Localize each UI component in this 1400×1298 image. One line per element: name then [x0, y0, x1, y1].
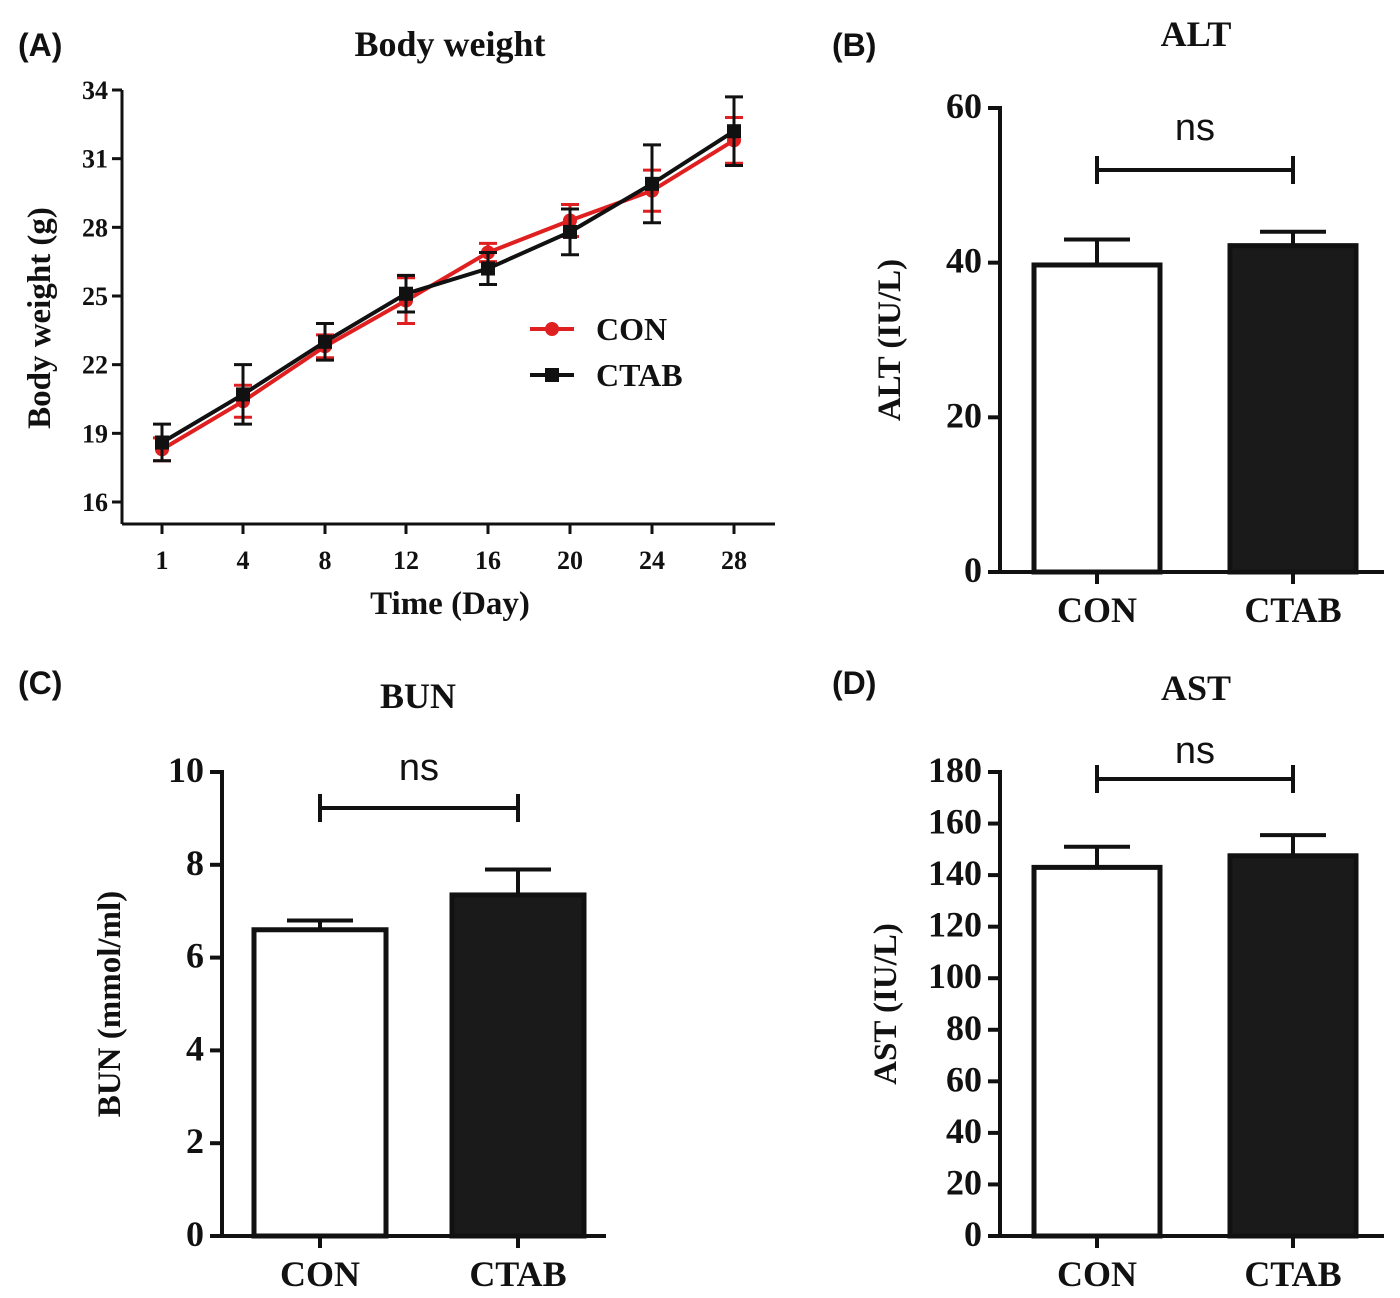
- panel-b-significance-label: ns: [1175, 107, 1215, 149]
- panel-b-x-tick-label: CON: [1057, 590, 1137, 630]
- panel-c-y-tick-label: 6: [186, 936, 204, 976]
- panel-b-y-tick-label: 0: [964, 550, 982, 590]
- panel-b-alt: (B) ALT ALT (IU/L) 0 20 40 60 CON CTAB ns: [832, 14, 1384, 630]
- panel-a-x-tick-label: 1: [156, 546, 169, 575]
- panel-a-title: Body weight: [354, 24, 545, 64]
- series-ctab-point: [645, 176, 659, 191]
- panel-d-label: (D): [832, 665, 876, 701]
- panel-c-y-tick-label: 8: [186, 843, 204, 883]
- panel-c-y-tick-label: 2: [186, 1121, 204, 1161]
- series-ctab-point: [727, 124, 741, 139]
- panel-b-label: (B): [832, 27, 876, 63]
- panel-d-y-tick-label: 160: [928, 802, 982, 842]
- panel-b-bar-con: [1031, 262, 1163, 575]
- panel-a-x-tick-label: 16: [475, 546, 501, 575]
- panel-c-x-tick-label: CON: [280, 1254, 360, 1294]
- panel-b-y-tick-label: 40: [946, 241, 982, 281]
- panel-a-y-tick-label: 19: [82, 419, 108, 448]
- panel-d-y-tick-label: 20: [946, 1162, 982, 1202]
- panel-d-x-tick-label: CON: [1057, 1254, 1137, 1294]
- panel-d-ast: (D) AST AST (IU/L) 0 20 40 60 80 100 120 140 160…: [832, 665, 1384, 1294]
- panel-b-y-tick-label: 20: [946, 395, 982, 435]
- panel-d-significance-label: ns: [1175, 730, 1215, 772]
- panel-d-y-tick-label: 40: [946, 1111, 982, 1151]
- series-ctab-point: [318, 334, 332, 349]
- panel-c-y-tick-label: 10: [168, 750, 204, 790]
- series-ctab-point: [399, 286, 413, 301]
- panel-a-legend: CON CTAB: [530, 311, 683, 393]
- series-ctab-line: [160, 129, 736, 445]
- panel-d-y-tick-label: 0: [964, 1214, 982, 1254]
- panel-b-x-tick-label: CTAB: [1244, 590, 1341, 630]
- panel-c-x-tick-label: CTAB: [469, 1254, 566, 1294]
- panel-c-bar-con: [251, 927, 389, 1239]
- panel-a-y-tick-label: 22: [82, 351, 108, 380]
- panel-d-bar-con: [1031, 864, 1163, 1239]
- panel-a-x-tick-label: 20: [557, 546, 583, 575]
- panel-a-x-tick-label: 12: [393, 546, 419, 575]
- panel-c-significance-label: ns: [399, 747, 439, 789]
- panel-a-x-tick-label: 4: [237, 546, 250, 575]
- panel-a-y-tick-label: 31: [82, 145, 108, 174]
- panel-d-y-tick-label: 100: [928, 956, 982, 996]
- series-ctab-point: [236, 387, 250, 402]
- panel-d-y-tick-label: 120: [928, 905, 982, 945]
- panel-d-title: AST: [1161, 668, 1231, 708]
- panel-d-x-tick-label: CTAB: [1244, 1254, 1341, 1294]
- panel-a-y-tick-label: 28: [82, 213, 108, 242]
- legend-ctab-marker: [545, 368, 559, 382]
- series-ctab-point: [155, 435, 169, 450]
- panel-b-bar-ctab: [1227, 243, 1359, 575]
- panel-d-bar-ctab: [1227, 853, 1359, 1239]
- panel-a-y-tick-label: 25: [82, 282, 108, 311]
- panel-b-title: ALT: [1161, 14, 1232, 54]
- panel-c-label: (C): [18, 665, 62, 701]
- panel-d-y-tick-label: 180: [928, 750, 982, 790]
- panel-c-y-tick-label: 4: [186, 1028, 204, 1068]
- panel-c-bun: (C) BUN BUN (mmol/ml) 0 2 4 6 8 10 CON CTAB ns: [18, 665, 606, 1294]
- panel-c-bar-ctab: [449, 892, 587, 1239]
- series-con-line: [160, 138, 736, 452]
- panel-a-x-tick-label: 8: [319, 546, 332, 575]
- panel-a-y-axis-label: Body weight (g): [22, 207, 58, 429]
- panel-d-y-axis-label: AST (IU/L): [868, 923, 904, 1085]
- panel-c-y-tick-label: 0: [186, 1214, 204, 1254]
- panel-a-x-axis-label: Time (Day): [370, 586, 530, 622]
- panel-b-y-axis-label: ALT (IU/L): [872, 259, 908, 421]
- series-ctab-point: [481, 261, 495, 276]
- legend-ctab-label: CTAB: [596, 357, 683, 393]
- panel-c-title: BUN: [380, 676, 456, 716]
- panel-a-x-tick-label: 28: [721, 546, 747, 575]
- panel-b-y-tick-label: 60: [946, 86, 982, 126]
- legend-con-label: CON: [596, 311, 667, 347]
- series-ctab-point: [563, 224, 577, 239]
- panel-c-y-axis-label: BUN (mmol/ml): [92, 891, 128, 1117]
- panel-a-x-tick-label: 24: [639, 546, 665, 575]
- panel-a-y-tick-label: 16: [82, 488, 108, 517]
- panel-a-body-weight: (A) Body weight Time (Day) Body weight (…: [18, 24, 775, 622]
- legend-con-marker: [545, 322, 559, 336]
- panel-d-y-tick-label: 60: [946, 1059, 982, 1099]
- panel-a-label: (A): [18, 27, 62, 63]
- panel-d-y-tick-label: 140: [928, 853, 982, 893]
- panel-a-y-tick-label: 34: [82, 76, 108, 105]
- panel-d-y-tick-label: 80: [946, 1008, 982, 1048]
